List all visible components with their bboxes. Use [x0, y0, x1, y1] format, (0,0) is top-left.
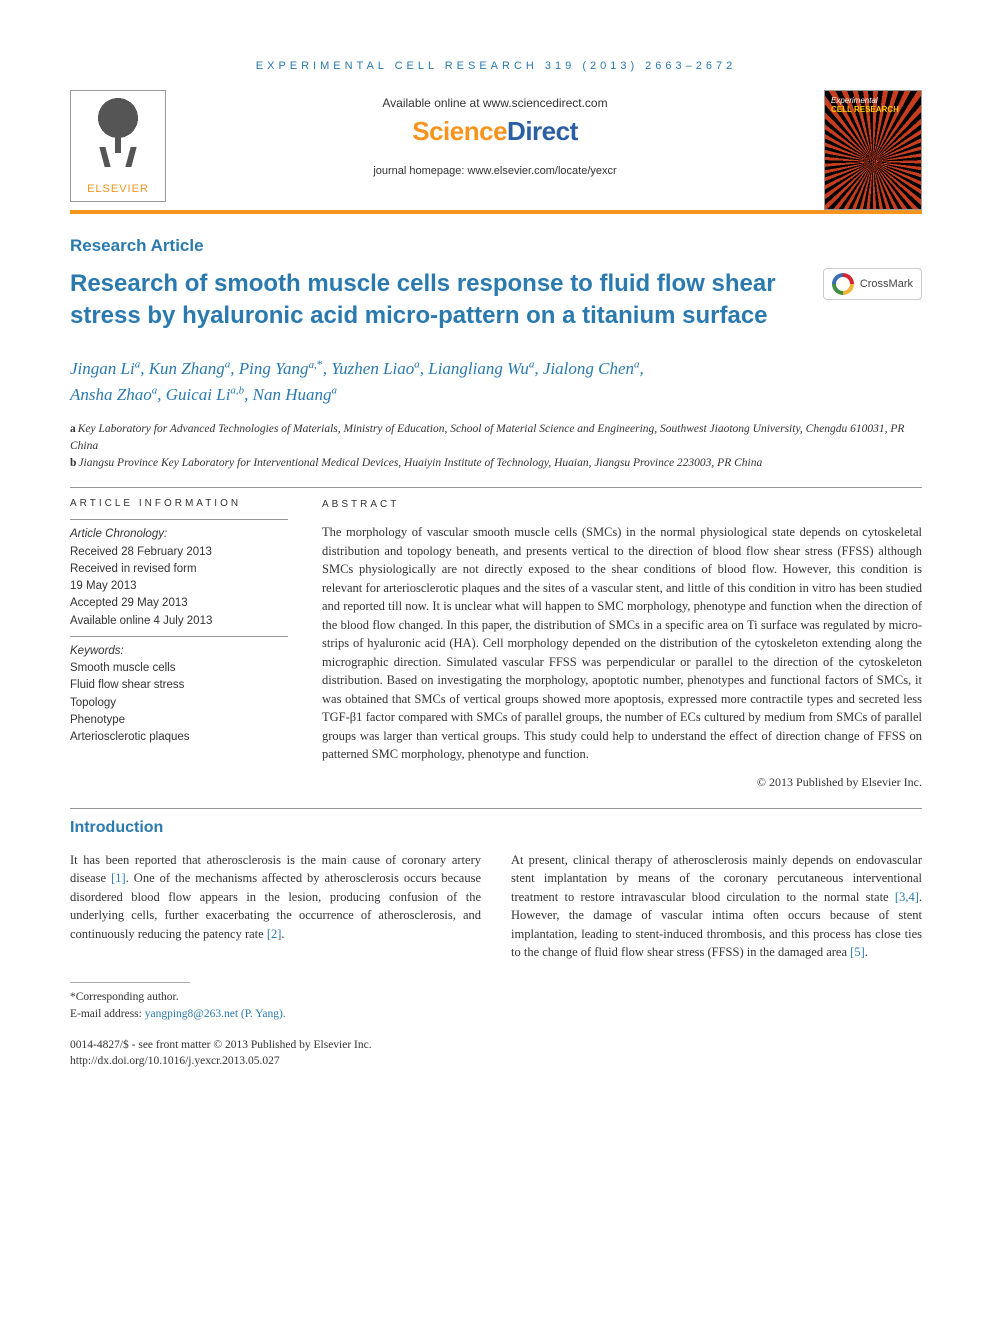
authors-line-2: Ansha Zhaoa, Guicai Lia,b, Nan Huanga	[70, 385, 337, 404]
abstract-text: The morphology of vascular smooth muscle…	[322, 523, 922, 764]
authors-block: Jingan Lia, Kun Zhanga, Ping Yanga,*, Yu…	[70, 355, 922, 408]
intro-col-1: It has been reported that atherosclerosi…	[70, 851, 481, 962]
journal-homepage[interactable]: journal homepage: www.elsevier.com/locat…	[176, 165, 814, 177]
abstract-copyright: © 2013 Published by Elsevier Inc.	[322, 774, 922, 792]
article-type: Research Article	[70, 236, 922, 256]
running-head: EXPERIMENTAL CELL RESEARCH 319 (2013) 26…	[70, 60, 922, 72]
received-date: Received 28 February 2013	[70, 544, 288, 561]
chronology-label: Article Chronology:	[70, 526, 288, 543]
available-online-text: Available online at www.sciencedirect.co…	[176, 96, 814, 110]
revised-date: 19 May 2013	[70, 578, 288, 595]
cover-line1: Experimental	[831, 96, 878, 105]
intro-col-2: At present, clinical therapy of atherosc…	[511, 851, 922, 962]
article-info-heading: ARTICLE INFORMATION	[70, 498, 288, 509]
keyword-0: Smooth muscle cells	[70, 660, 288, 677]
authors-line-1: Jingan Lia, Kun Zhanga, Ping Yanga,*, Yu…	[70, 359, 644, 378]
divider	[70, 808, 922, 809]
cover-line2: CELL RESEARCH	[831, 105, 899, 114]
abstract-column: ABSTRACT The morphology of vascular smoo…	[322, 498, 922, 791]
journal-cover-thumbnail: Experimental CELL RESEARCH	[824, 90, 922, 210]
ref-link[interactable]: [5]	[850, 945, 865, 959]
keyword-1: Fluid flow shear stress	[70, 677, 288, 694]
corresponding-author-note: *Corresponding author.	[70, 989, 922, 1006]
crossmark-badge[interactable]: CrossMark	[823, 268, 922, 300]
affiliation-b: Jiangsu Province Key Laboratory for Inte…	[78, 457, 762, 469]
elsevier-wordmark: ELSEVIER	[87, 183, 149, 195]
crossmark-label: CrossMark	[860, 278, 913, 290]
online-date: Available online 4 July 2013	[70, 613, 288, 630]
footnote-rule	[70, 982, 190, 983]
elsevier-tree-icon	[88, 97, 148, 167]
revised-label: Received in revised form	[70, 561, 288, 578]
introduction-body: It has been reported that atherosclerosi…	[70, 851, 922, 962]
ref-link[interactable]: [2]	[267, 927, 282, 941]
abstract-heading: ABSTRACT	[322, 498, 922, 513]
email-label: E-mail address:	[70, 1008, 142, 1020]
article-info-column: ARTICLE INFORMATION Article Chronology: …	[70, 498, 288, 791]
keyword-4: Arteriosclerotic plaques	[70, 729, 288, 746]
affiliations: aKey Laboratory for Advanced Technologie…	[70, 421, 922, 471]
introduction-heading: Introduction	[70, 819, 922, 837]
journal-header: ELSEVIER Available online at www.science…	[70, 90, 922, 214]
sciencedirect-logo[interactable]: ScienceDirect	[176, 116, 814, 147]
paper-title: Research of smooth muscle cells response…	[70, 268, 790, 333]
issn-line: 0014-4827/$ - see front matter © 2013 Pu…	[70, 1037, 922, 1053]
crossmark-icon	[832, 273, 854, 295]
keywords-label: Keywords:	[70, 643, 288, 660]
elsevier-logo: ELSEVIER	[70, 90, 166, 202]
affiliation-a: Key Laboratory for Advanced Technologies…	[70, 423, 904, 452]
bottom-info: 0014-4827/$ - see front matter © 2013 Pu…	[70, 1037, 922, 1069]
doi-line[interactable]: http://dx.doi.org/10.1016/j.yexcr.2013.0…	[70, 1053, 922, 1069]
ref-link[interactable]: [1]	[111, 871, 126, 885]
divider	[70, 487, 922, 488]
corresponding-email[interactable]: yangping8@263.net (P. Yang).	[145, 1008, 286, 1020]
footnotes: *Corresponding author. E-mail address: y…	[70, 989, 922, 1024]
keyword-2: Topology	[70, 695, 288, 712]
accepted-date: Accepted 29 May 2013	[70, 595, 288, 612]
keyword-3: Phenotype	[70, 712, 288, 729]
ref-link[interactable]: [3,4]	[895, 890, 919, 904]
